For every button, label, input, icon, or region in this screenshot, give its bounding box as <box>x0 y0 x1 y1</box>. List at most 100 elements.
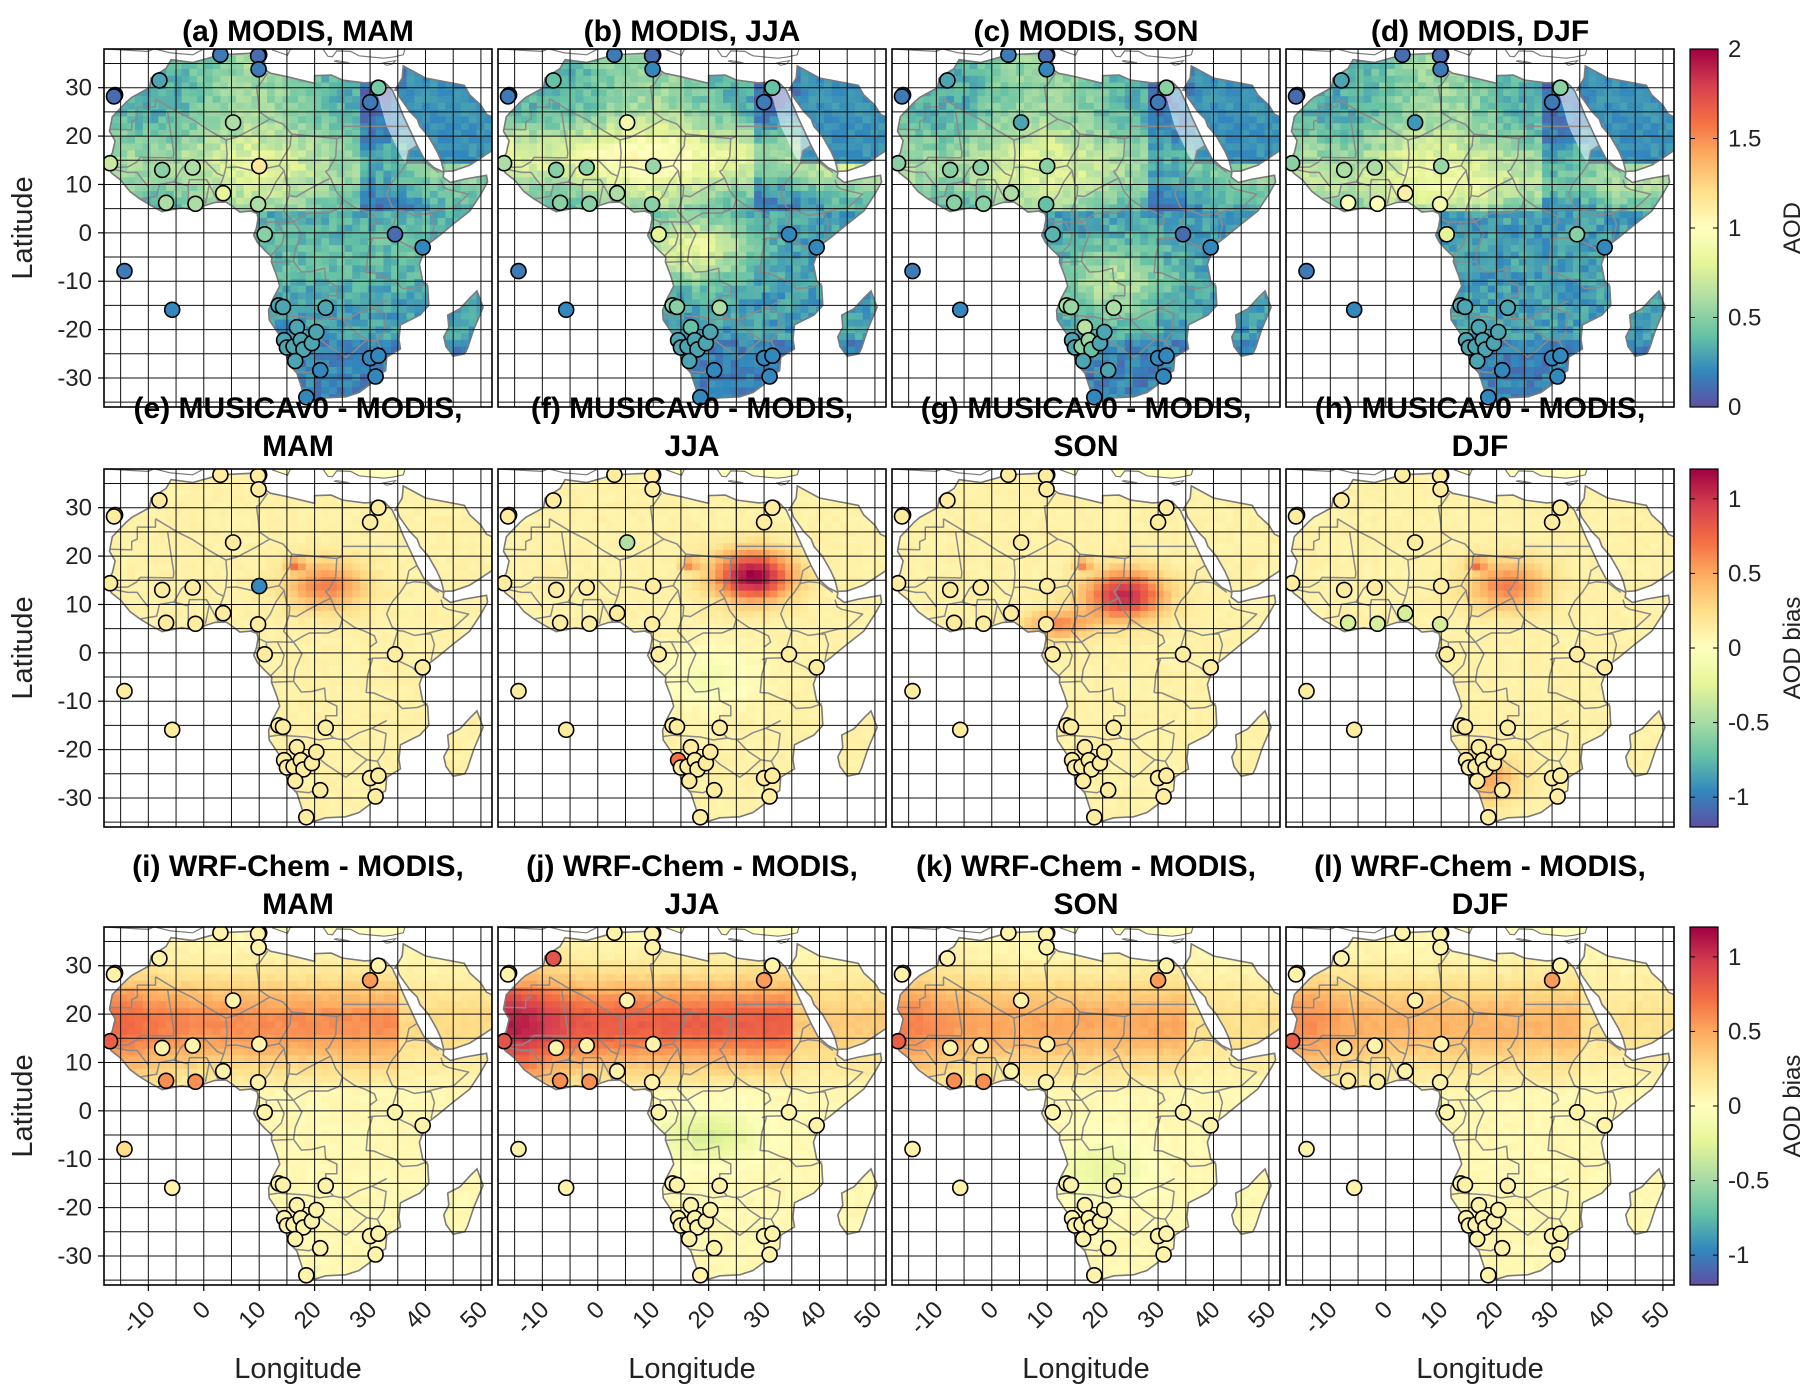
station-marker <box>311 781 329 799</box>
colorbar-tick-label: 1 <box>1728 215 1741 242</box>
station-marker <box>893 966 911 983</box>
station-marker <box>367 368 384 385</box>
station-marker <box>298 388 315 406</box>
station-marker <box>780 1104 798 1121</box>
station-marker <box>705 361 723 379</box>
station-marker <box>644 577 662 595</box>
station-marker <box>581 195 598 213</box>
station-marker <box>1155 1246 1172 1263</box>
aeronet-stations <box>104 469 432 826</box>
station-marker <box>1396 604 1414 622</box>
lat-tick-label: 30 <box>65 495 92 522</box>
colorbar: 2 1.5 1 0.5 0 AOD <box>1689 36 1806 421</box>
lat-tick-label: 30 <box>65 953 92 980</box>
station-marker <box>298 808 315 826</box>
station-marker <box>975 615 992 633</box>
station-marker <box>1044 1104 1061 1121</box>
lon-tick-label: 40 <box>1582 1296 1620 1334</box>
lon-tick-label: 0 <box>187 1296 216 1325</box>
station-marker <box>224 992 242 1009</box>
station-marker <box>755 93 773 111</box>
station-marker <box>1406 534 1424 551</box>
station-marker <box>250 1035 268 1053</box>
station-marker <box>1086 388 1103 406</box>
panel-title: (c) MODIS, SON <box>973 15 1198 48</box>
lon-tick-label: 30 <box>1132 1296 1170 1334</box>
panel-title: JJA <box>664 430 719 463</box>
station-marker <box>414 1117 432 1134</box>
station-marker <box>547 581 565 599</box>
station-marker <box>1493 361 1511 379</box>
station-marker <box>1074 352 1092 370</box>
colorbar-tick-label: -1 <box>1728 1242 1749 1269</box>
panel-frame <box>891 468 1281 828</box>
station-marker <box>1099 1239 1117 1257</box>
station-marker <box>153 161 171 179</box>
station-marker <box>547 1039 565 1057</box>
map-panel-j: (j) WRF-Chem - MODIS, JJA -10 0 10 20 30 40 50 Lo… <box>497 850 887 1385</box>
colorbar-tick-label: 0.5 <box>1728 305 1761 332</box>
panel-title: (a) MODIS, MAM <box>182 15 414 48</box>
station-marker <box>578 1037 595 1054</box>
lon-tick-label: 50 <box>1243 1296 1281 1334</box>
station-marker <box>1149 971 1167 989</box>
panel-frame <box>1285 48 1675 408</box>
station-marker <box>1456 298 1474 316</box>
station-marker <box>370 1225 387 1243</box>
station-marker <box>1086 808 1103 826</box>
station-marker <box>939 950 956 967</box>
station-marker <box>157 1072 175 1090</box>
lon-tick-label: 50 <box>1637 1296 1675 1334</box>
map-panel-a: (a) MODIS, MAM 30 20 10 0 -10 -20 -30 <box>57 15 493 408</box>
station-marker <box>1044 646 1061 663</box>
station-marker <box>557 1179 575 1197</box>
station-marker <box>1000 49 1017 64</box>
station-marker <box>1105 299 1122 317</box>
colorbar-tick-label: -0.5 <box>1728 710 1769 737</box>
station-marker <box>941 161 959 179</box>
station-marker <box>286 1230 304 1248</box>
panel-title: (g) MUSICAv0 - MODIS, <box>921 392 1252 425</box>
station-marker <box>904 682 921 700</box>
station-marker <box>1369 1073 1386 1091</box>
graticule <box>892 469 1280 827</box>
colorbar-tick-label: 1 <box>1728 486 1741 513</box>
station-marker <box>1335 581 1353 599</box>
map-panel-d: (d) MODIS, DJF <box>1285 15 1675 408</box>
lat-tick-label: 0 <box>79 220 92 247</box>
aeronet-stations <box>498 49 826 406</box>
station-marker <box>105 966 123 983</box>
aeronet-stations <box>892 49 1220 406</box>
station-marker <box>1287 88 1305 105</box>
station-marker <box>510 682 527 700</box>
station-marker <box>1468 352 1486 370</box>
station-marker <box>1044 226 1061 243</box>
station-marker <box>274 718 292 736</box>
station-marker <box>1298 682 1315 700</box>
station-marker <box>116 1140 133 1158</box>
station-marker <box>975 195 992 213</box>
lat-tick-label: -30 <box>57 1243 92 1270</box>
graticule <box>1286 469 1674 827</box>
station-marker <box>892 1032 907 1050</box>
station-marker <box>1596 1117 1614 1134</box>
station-marker <box>510 1140 527 1158</box>
station-marker <box>1568 646 1586 663</box>
station-marker <box>1074 1230 1092 1248</box>
station-marker <box>370 79 387 97</box>
station-marker <box>941 1039 959 1057</box>
station-marker <box>1037 1074 1055 1091</box>
station-marker <box>1543 93 1561 111</box>
colorbar: 1 0.5 0 -0.5 -1 AOD bias <box>1689 926 1806 1286</box>
y-axis-label: Latitude <box>7 596 39 699</box>
station-marker <box>214 184 232 202</box>
station-marker <box>1099 361 1117 379</box>
station-marker <box>1456 718 1474 736</box>
station-marker <box>1155 788 1172 805</box>
lon-tick-label: -10 <box>905 1296 949 1340</box>
station-marker <box>1037 616 1055 633</box>
panel-frame <box>891 926 1281 1286</box>
colorbar-label: AOD <box>1779 202 1806 254</box>
station-marker <box>951 301 969 319</box>
aeronet-stations <box>1286 469 1614 826</box>
